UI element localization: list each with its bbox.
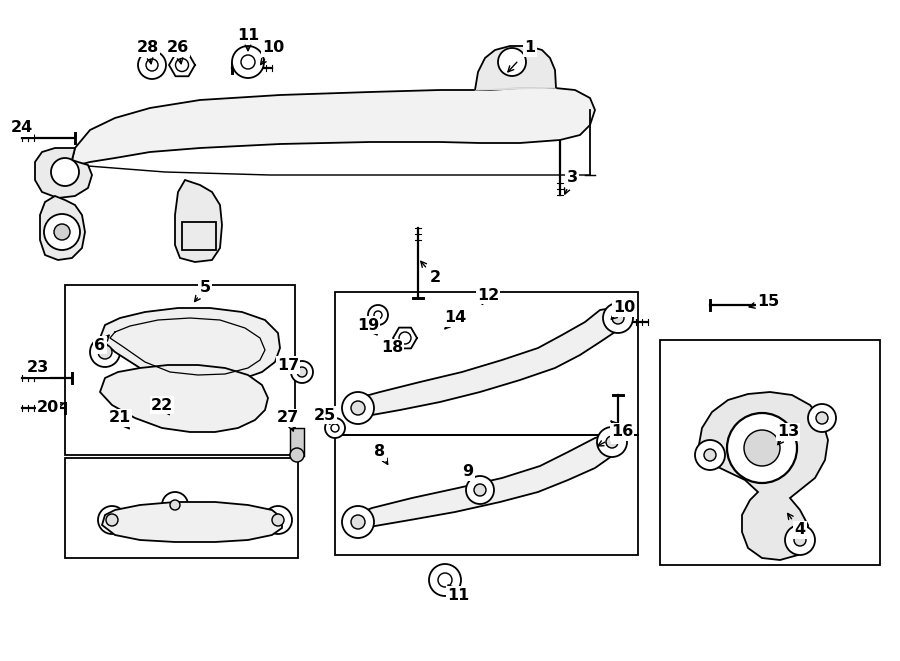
Circle shape bbox=[816, 412, 828, 424]
Circle shape bbox=[597, 427, 627, 457]
Text: 10: 10 bbox=[613, 301, 635, 315]
Circle shape bbox=[744, 430, 780, 466]
Text: 22: 22 bbox=[151, 397, 173, 412]
Circle shape bbox=[264, 506, 292, 534]
Circle shape bbox=[606, 436, 618, 448]
Circle shape bbox=[106, 514, 118, 526]
Circle shape bbox=[429, 564, 461, 596]
Polygon shape bbox=[348, 308, 622, 418]
Polygon shape bbox=[35, 148, 92, 198]
Polygon shape bbox=[102, 502, 282, 542]
Circle shape bbox=[290, 448, 304, 462]
Circle shape bbox=[90, 337, 120, 367]
Text: 4: 4 bbox=[795, 522, 806, 537]
Circle shape bbox=[399, 332, 411, 344]
Text: 18: 18 bbox=[381, 340, 403, 356]
Polygon shape bbox=[698, 392, 828, 560]
Circle shape bbox=[272, 514, 284, 526]
Circle shape bbox=[368, 305, 388, 325]
Text: 11: 11 bbox=[447, 588, 469, 602]
Circle shape bbox=[498, 48, 526, 76]
Text: 10: 10 bbox=[262, 40, 284, 56]
Circle shape bbox=[54, 224, 70, 240]
Text: 16: 16 bbox=[611, 424, 633, 440]
Circle shape bbox=[342, 392, 374, 424]
Text: 11: 11 bbox=[237, 28, 259, 42]
Text: 28: 28 bbox=[137, 40, 159, 56]
Circle shape bbox=[138, 51, 166, 79]
Text: 1: 1 bbox=[525, 40, 535, 56]
Text: 27: 27 bbox=[277, 410, 299, 426]
Text: 13: 13 bbox=[777, 424, 799, 440]
Bar bbox=[65, 285, 295, 455]
Circle shape bbox=[466, 476, 494, 504]
Bar bbox=[335, 435, 638, 555]
Circle shape bbox=[351, 515, 365, 529]
Text: 25: 25 bbox=[314, 407, 336, 422]
Circle shape bbox=[351, 401, 365, 415]
Polygon shape bbox=[100, 308, 280, 382]
Circle shape bbox=[98, 345, 112, 359]
Circle shape bbox=[785, 525, 815, 555]
Circle shape bbox=[474, 484, 486, 496]
Text: 6: 6 bbox=[94, 338, 105, 352]
Text: 14: 14 bbox=[444, 311, 466, 325]
Bar bbox=[335, 292, 638, 435]
Circle shape bbox=[51, 158, 79, 186]
Text: 21: 21 bbox=[109, 410, 131, 426]
Text: 12: 12 bbox=[477, 288, 500, 303]
Text: 9: 9 bbox=[463, 465, 473, 479]
Circle shape bbox=[170, 500, 180, 510]
Circle shape bbox=[808, 404, 836, 432]
Circle shape bbox=[291, 361, 313, 383]
Text: 15: 15 bbox=[757, 295, 779, 309]
Bar bbox=[65, 458, 298, 558]
Circle shape bbox=[44, 214, 80, 250]
Text: 26: 26 bbox=[166, 40, 189, 56]
Circle shape bbox=[794, 534, 806, 546]
Text: 19: 19 bbox=[357, 317, 379, 332]
Text: 5: 5 bbox=[200, 280, 211, 295]
Polygon shape bbox=[100, 365, 268, 432]
Bar bbox=[660, 340, 880, 565]
Circle shape bbox=[232, 46, 264, 78]
Circle shape bbox=[342, 506, 374, 538]
Text: 8: 8 bbox=[374, 444, 385, 459]
Polygon shape bbox=[475, 46, 556, 90]
Text: 20: 20 bbox=[37, 401, 59, 416]
Text: 24: 24 bbox=[11, 120, 33, 136]
Polygon shape bbox=[72, 88, 595, 165]
Circle shape bbox=[603, 303, 633, 333]
Text: 23: 23 bbox=[27, 360, 50, 375]
Text: 2: 2 bbox=[429, 270, 441, 286]
Circle shape bbox=[325, 418, 345, 438]
Text: 17: 17 bbox=[277, 358, 299, 373]
Text: 3: 3 bbox=[566, 171, 578, 186]
Polygon shape bbox=[348, 434, 620, 532]
Circle shape bbox=[727, 413, 797, 483]
Polygon shape bbox=[175, 180, 222, 262]
Bar bbox=[290, 428, 304, 456]
Circle shape bbox=[176, 59, 188, 71]
Text: 7: 7 bbox=[612, 428, 624, 442]
Circle shape bbox=[98, 506, 126, 534]
Polygon shape bbox=[40, 196, 85, 260]
Bar bbox=[182, 222, 216, 250]
Circle shape bbox=[162, 492, 188, 518]
Circle shape bbox=[704, 449, 716, 461]
Circle shape bbox=[297, 367, 307, 377]
Circle shape bbox=[612, 312, 624, 324]
Circle shape bbox=[695, 440, 725, 470]
